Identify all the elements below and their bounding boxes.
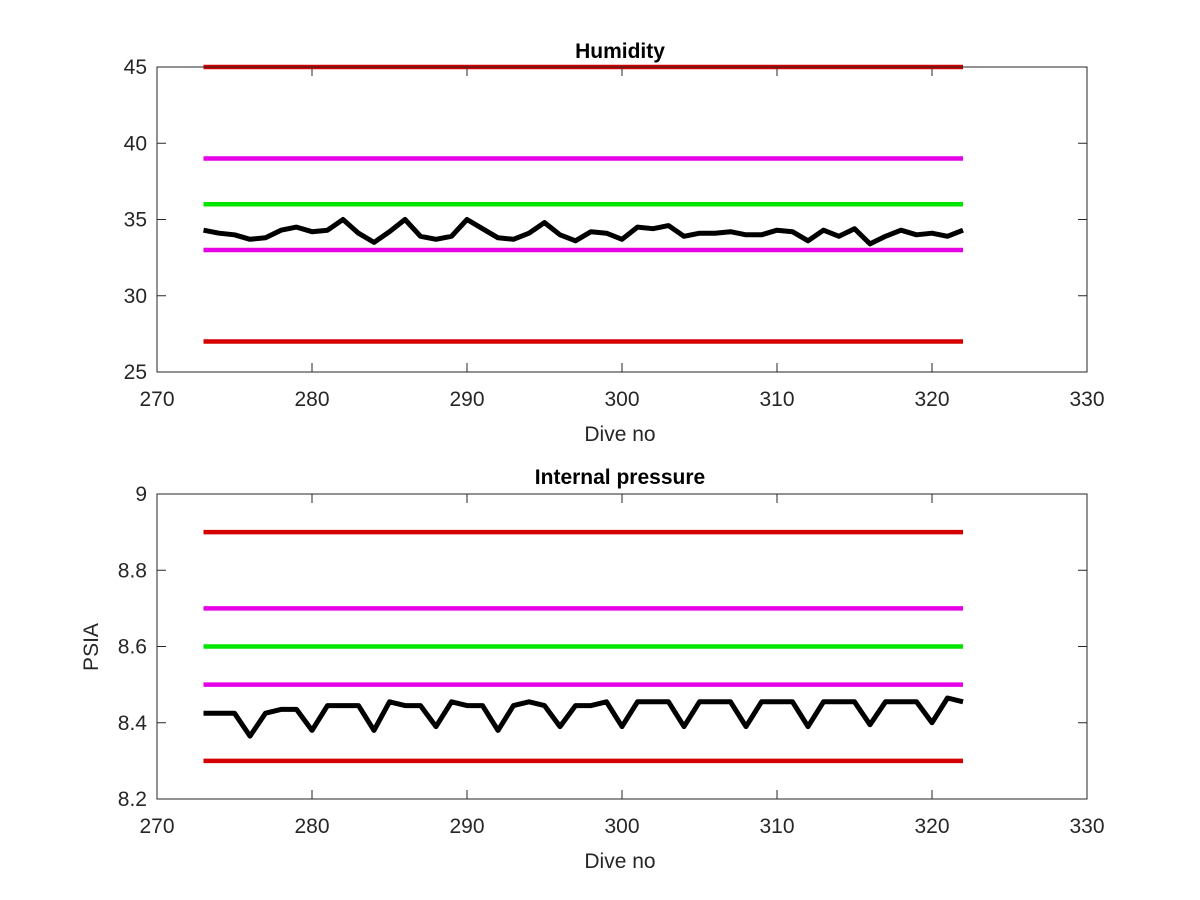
x-tick-label: 300	[604, 388, 639, 411]
y-tick-label: 8.2	[118, 788, 147, 811]
y-tick-label: 9	[135, 483, 147, 506]
x-tick-label: 280	[294, 815, 329, 838]
y-tick-label: 30	[124, 285, 147, 308]
humidity-chart: Humidity 270 280 290 300 310 320 330 25 30 35 40 45…	[124, 40, 1105, 446]
chart-title: Humidity	[575, 40, 665, 63]
y-tick-label: 8.4	[118, 712, 148, 735]
y-tick-label: 35	[124, 209, 147, 232]
x-tick-label: 270	[139, 815, 174, 838]
series-layer	[203, 64, 964, 344]
ticks-layer: 270 280 290 300 310 320 330 8.2 8.4 8.6 8.8 9	[118, 483, 1105, 838]
x-tick-label: 270	[139, 388, 174, 411]
y-tick-label: 8.6	[118, 636, 147, 659]
x-tick-label: 300	[604, 815, 639, 838]
x-tick-label: 330	[1069, 815, 1104, 838]
y-tick-label: 40	[124, 132, 147, 155]
series-layer	[203, 529, 964, 764]
x-tick-label: 290	[449, 815, 484, 838]
y-tick-label: 25	[124, 361, 147, 384]
chart-title: Internal pressure	[535, 466, 705, 489]
x-tick-label: 310	[759, 388, 794, 411]
x-tick-label: 320	[914, 388, 949, 411]
ticks-layer: 270 280 290 300 310 320 330 25 30 35 40 45	[124, 56, 1105, 411]
internal-pressure-chart: Internal pressure 270 280 290 300 310 320 330 8…	[80, 466, 1105, 873]
x-tick-label: 310	[759, 815, 794, 838]
y-tick-label: 45	[124, 56, 147, 79]
y-axis-label: PSIA	[80, 623, 103, 671]
x-tick-label: 320	[914, 815, 949, 838]
series-line-5	[203, 695, 964, 739]
x-tick-label: 280	[294, 388, 329, 411]
series-line-5	[203, 217, 964, 247]
plot-frame	[156, 66, 1088, 373]
x-tick-label: 330	[1069, 388, 1104, 411]
x-axis-label: Dive no	[584, 423, 655, 446]
y-tick-label: 8.8	[118, 559, 147, 582]
x-axis-label: Dive no	[584, 850, 655, 873]
x-tick-label: 290	[449, 388, 484, 411]
